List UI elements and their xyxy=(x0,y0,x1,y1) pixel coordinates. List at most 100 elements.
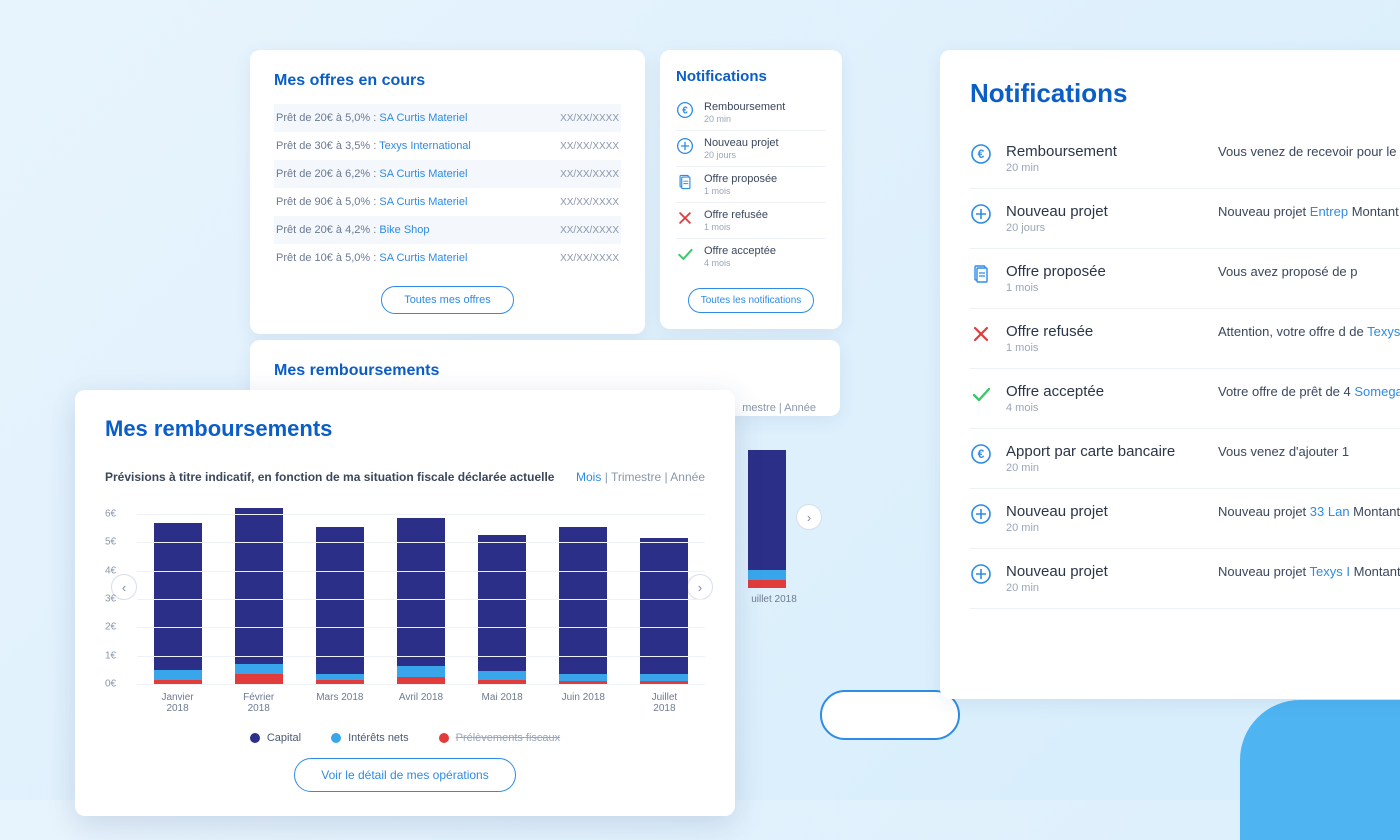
offer-row[interactable]: Prêt de 20€ à 6,2% : SA Curtis Materiel X… xyxy=(274,160,621,188)
notification-label: Offre refusée xyxy=(704,209,826,221)
notification-header: Nouveau projet xyxy=(1006,563,1108,580)
period-quarter[interactable]: Trimestre xyxy=(611,470,661,484)
bar-segment-interets xyxy=(478,671,526,680)
notification-item-large[interactable]: Remboursement20 minVous venez de recevoi… xyxy=(970,129,1400,189)
notification-item-large[interactable]: Nouveau projet20 minNouveau projet 33 La… xyxy=(970,489,1400,549)
chart-xlabel: Janvier 2018 xyxy=(154,692,202,714)
euro-icon xyxy=(970,143,992,165)
bar-segment-interets xyxy=(748,570,786,580)
notification-item[interactable]: Offre acceptée4 mois xyxy=(676,239,826,274)
offer-date: XX/XX/XXXX xyxy=(560,169,619,180)
notification-time: 1 mois xyxy=(1006,342,1093,354)
plus-icon xyxy=(676,137,694,155)
notification-link[interactable]: 33 Lan xyxy=(1310,504,1350,519)
offer-company-link[interactable]: SA Curtis Materiel xyxy=(379,168,467,180)
notification-time: 1 mois xyxy=(1006,282,1106,294)
offer-company-link[interactable]: SA Curtis Materiel xyxy=(379,112,467,124)
notification-item-large[interactable]: Offre acceptée4 moisVotre offre de prêt … xyxy=(970,369,1400,429)
offer-prefix: Prêt de 90€ à 5,0% : xyxy=(276,196,379,208)
bar-segment-prelev xyxy=(235,674,283,684)
back-bar: uillet 2018 xyxy=(748,450,800,605)
notification-description: Nouveau projet 33 Lan Montant demandé : … xyxy=(1218,503,1400,534)
chart-bar xyxy=(316,527,364,684)
chart-ylabel: 0€ xyxy=(105,679,116,690)
notification-link[interactable]: Texys International xyxy=(1367,324,1400,339)
offers-title: Mes offres en cours xyxy=(274,72,621,90)
offer-date: XX/XX/XXXX xyxy=(560,113,619,124)
notification-link[interactable]: Entrep xyxy=(1310,204,1348,219)
notification-item[interactable]: Offre proposée1 mois xyxy=(676,167,826,203)
reimbursements-back-title: Mes remboursements xyxy=(274,362,816,380)
notification-description: Vous venez d'ajouter 1 xyxy=(1218,443,1349,474)
notification-item-large[interactable]: Nouveau projet20 joursNouveau projet Ent… xyxy=(970,189,1400,249)
notification-time: 20 min xyxy=(1006,582,1108,594)
legend-item[interactable]: Prélèvements fiscaux xyxy=(439,732,561,744)
chart-ylabel: 3€ xyxy=(105,594,116,605)
chart-gridline xyxy=(137,656,705,657)
notifications-small-title: Notifications xyxy=(676,68,826,85)
all-offers-button[interactable]: Toutes mes offres xyxy=(381,286,514,314)
offer-company-link[interactable]: Bike Shop xyxy=(379,224,429,236)
offers-card: Mes offres en cours Prêt de 20€ à 5,0% :… xyxy=(250,50,645,334)
offer-row[interactable]: Prêt de 30€ à 3,5% : Texys International… xyxy=(274,132,621,160)
notification-header: Offre acceptée xyxy=(1006,383,1104,400)
notification-header: Offre proposée xyxy=(1006,263,1106,280)
notification-label: Remboursement xyxy=(704,101,826,113)
legend-item[interactable]: Intérêts nets xyxy=(331,732,409,744)
notification-item-large[interactable]: Offre refusée1 moisAttention, votre offr… xyxy=(970,309,1400,369)
chart-gridline xyxy=(137,627,705,628)
notification-item[interactable]: Offre refusée1 mois xyxy=(676,203,826,239)
period-text-back: mestre | Année xyxy=(742,402,816,414)
legend-item[interactable]: Capital xyxy=(250,732,301,744)
euro-icon xyxy=(676,101,694,119)
bar-segment-capital xyxy=(397,518,445,665)
offer-prefix: Prêt de 20€ à 6,2% : xyxy=(276,168,379,180)
check-icon xyxy=(676,245,694,263)
chart-gridline xyxy=(137,542,705,543)
notification-item[interactable]: Remboursement20 min xyxy=(676,95,826,131)
notification-item-large[interactable]: Apport par carte bancaire20 minVous vene… xyxy=(970,429,1400,489)
bar-segment-capital xyxy=(154,523,202,670)
offer-company-link[interactable]: SA Curtis Materiel xyxy=(379,196,467,208)
operations-detail-button[interactable]: Voir le détail de mes opérations xyxy=(294,758,515,792)
legend-dot-icon xyxy=(250,733,260,743)
all-notifications-button[interactable]: Toutes les notifications xyxy=(688,288,815,313)
chart-xlabel: Mars 2018 xyxy=(316,692,364,714)
notifications-small-card: Notifications Remboursement20 minNouveau… xyxy=(660,50,842,329)
offer-row[interactable]: Prêt de 20€ à 5,0% : SA Curtis MaterielX… xyxy=(274,104,621,132)
offer-prefix: Prêt de 10€ à 5,0% : xyxy=(276,252,379,264)
chart-bar xyxy=(559,527,607,684)
bar-segment-interets xyxy=(640,674,688,681)
notification-time: 20 min xyxy=(704,114,826,124)
period-month[interactable]: Mois xyxy=(576,470,601,484)
chart-xlabel: Avril 2018 xyxy=(397,692,445,714)
offer-company-link[interactable]: Texys International xyxy=(379,140,471,152)
chart-gridline xyxy=(137,684,705,685)
bar-segment-prelev xyxy=(748,580,786,588)
chart-bar xyxy=(478,535,526,684)
offer-row[interactable]: Prêt de 20€ à 4,2% : Bike ShopXX/XX/XXXX xyxy=(274,216,621,244)
bar-segment-interets xyxy=(235,664,283,674)
plus-icon xyxy=(970,563,992,585)
notifications-large-title: Notifications xyxy=(970,78,1400,109)
chart-bar xyxy=(640,538,688,684)
notification-time: 20 jours xyxy=(704,150,826,160)
chart-legend: Capital Intérêts nets Prélèvements fiscaux xyxy=(105,732,705,744)
bar-segment-capital xyxy=(748,450,786,570)
notification-item-large[interactable]: Nouveau projet20 minNouveau projet Texys… xyxy=(970,549,1400,609)
chart-ylabel: 6€ xyxy=(105,509,116,520)
notification-item[interactable]: Nouveau projet20 jours xyxy=(676,131,826,167)
chart-xlabel: Février 2018 xyxy=(235,692,283,714)
offer-company-link[interactable]: SA Curtis Materiel xyxy=(379,252,467,264)
legend-label: Prélèvements fiscaux xyxy=(456,732,561,744)
bar-segment-interets xyxy=(559,674,607,681)
bar-segment-capital xyxy=(316,527,364,674)
offer-row[interactable]: Prêt de 10€ à 5,0% : SA Curtis MaterielX… xyxy=(274,244,621,272)
notification-link[interactable]: Texys I xyxy=(1310,564,1350,579)
offer-row[interactable]: Prêt de 90€ à 5,0% : SA Curtis MaterielX… xyxy=(274,188,621,216)
notification-link[interactable]: Somega du centre xyxy=(1354,384,1400,399)
legend-dot-icon xyxy=(331,733,341,743)
chart-next-button-back[interactable]: › xyxy=(796,504,822,530)
period-year[interactable]: Année xyxy=(670,470,705,484)
notification-item-large[interactable]: Offre proposée1 moisVous avez proposé de… xyxy=(970,249,1400,309)
